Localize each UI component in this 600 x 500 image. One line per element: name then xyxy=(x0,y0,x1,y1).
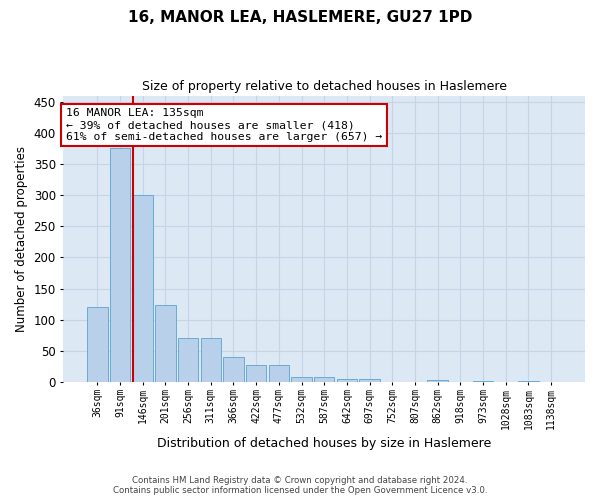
Bar xyxy=(133,195,153,382)
Text: 16, MANOR LEA, HASLEMERE, GU27 1PD: 16, MANOR LEA, HASLEMERE, GU27 1PD xyxy=(128,10,472,25)
X-axis label: Distribution of detached houses by size in Haslemere: Distribution of detached houses by size … xyxy=(157,437,491,450)
Bar xyxy=(359,379,380,382)
Text: Contains HM Land Registry data © Crown copyright and database right 2024.
Contai: Contains HM Land Registry data © Crown c… xyxy=(113,476,487,495)
Text: 16 MANOR LEA: 135sqm
← 39% of detached houses are smaller (418)
61% of semi-deta: 16 MANOR LEA: 135sqm ← 39% of detached h… xyxy=(66,108,382,142)
Bar xyxy=(337,379,357,382)
Bar xyxy=(427,380,448,382)
Bar xyxy=(314,377,334,382)
Bar xyxy=(269,364,289,382)
Bar xyxy=(87,308,107,382)
Bar xyxy=(246,364,266,382)
Bar xyxy=(178,338,199,382)
Bar xyxy=(110,148,130,382)
Bar xyxy=(155,306,176,382)
Y-axis label: Number of detached properties: Number of detached properties xyxy=(15,146,28,332)
Bar xyxy=(292,377,312,382)
Bar xyxy=(223,357,244,382)
Bar xyxy=(200,338,221,382)
Title: Size of property relative to detached houses in Haslemere: Size of property relative to detached ho… xyxy=(142,80,507,93)
